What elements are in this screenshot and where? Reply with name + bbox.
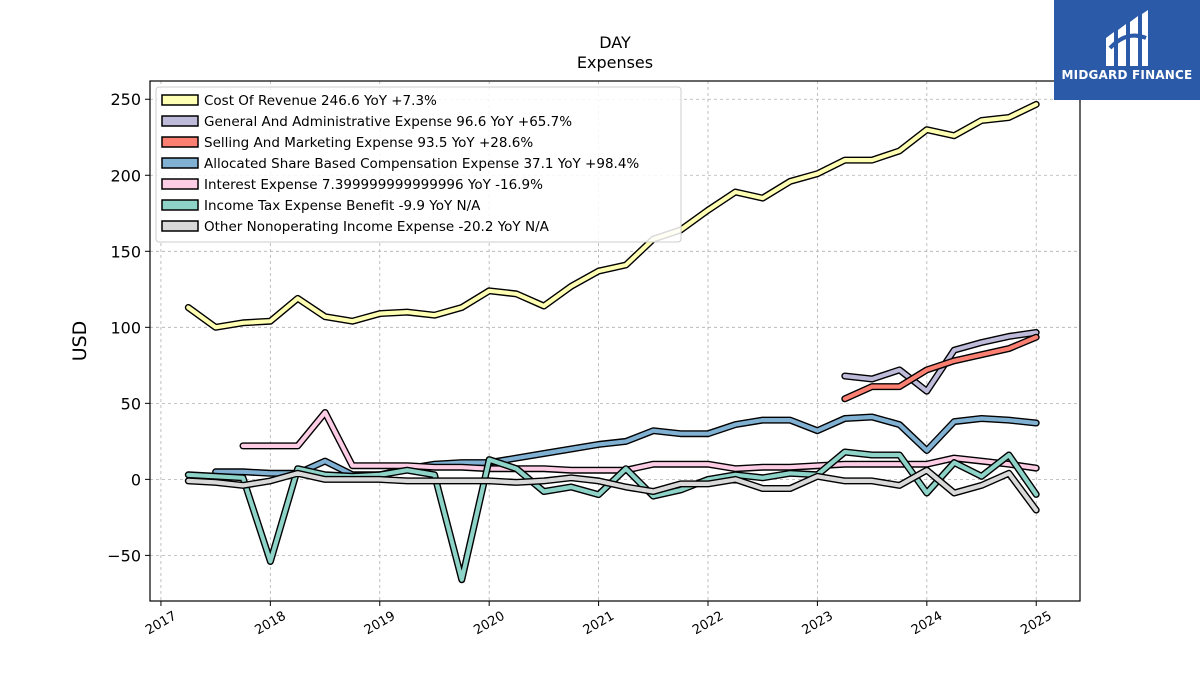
series-line-0 bbox=[186, 102, 1039, 330]
legend-box bbox=[155, 86, 682, 243]
series-lines bbox=[184, 100, 1040, 584]
legend-label: Allocated Share Based Compensation Expen… bbox=[204, 156, 639, 172]
x-tick-label: 2018 bbox=[253, 609, 289, 639]
grid bbox=[150, 81, 1080, 601]
x-tick-label: 2017 bbox=[143, 609, 179, 639]
y-tick-label: 50 bbox=[121, 394, 141, 413]
legend-label: General And Administrative Expense 96.6 … bbox=[204, 114, 572, 130]
legend-swatch bbox=[161, 136, 199, 148]
series-line-1 bbox=[842, 330, 1039, 394]
series-line-2 bbox=[842, 335, 1039, 401]
plot-area-frame bbox=[149, 80, 1081, 602]
y-tick-label: −50 bbox=[107, 546, 141, 565]
x-tick-label: 2020 bbox=[471, 609, 507, 639]
y-tick-label: 200 bbox=[110, 166, 141, 185]
legend: Cost Of Revenue 246.6 YoY +7.3% General A… bbox=[155, 86, 682, 243]
legend-swatch bbox=[161, 199, 199, 211]
brand-name: MIDGARD FINANCE bbox=[1061, 68, 1193, 82]
x-tick-label: 2022 bbox=[690, 609, 726, 639]
x-tick-label: 2023 bbox=[800, 609, 836, 639]
series-line-6 bbox=[186, 468, 1039, 513]
series-outline-2 bbox=[841, 333, 1040, 403]
legend-label: Income Tax Expense Benefit -9.9 YoY N/A bbox=[204, 198, 481, 214]
y-tick-label: 0 bbox=[131, 470, 141, 489]
legend-swatch bbox=[161, 94, 199, 106]
chart-title: DAY bbox=[599, 33, 631, 52]
y-tick-label: 100 bbox=[110, 318, 141, 337]
legend-swatch bbox=[161, 178, 199, 190]
y-tick-label: 150 bbox=[110, 242, 141, 261]
legend-label: Selling And Marketing Expense 93.5 YoY +… bbox=[204, 135, 533, 151]
chart-subtitle: Expenses bbox=[577, 53, 653, 72]
y-axis-label: USD bbox=[69, 321, 91, 362]
legend-label: Cost Of Revenue 246.6 YoY +7.3% bbox=[204, 93, 437, 109]
x-tick-label: 2019 bbox=[362, 609, 398, 639]
legend-swatch bbox=[161, 115, 199, 127]
midgard-logo-icon bbox=[1106, 10, 1148, 66]
legend-swatch bbox=[161, 157, 199, 169]
brand-logo: MIDGARD FINANCE bbox=[1054, 0, 1200, 100]
x-tick-label: 2024 bbox=[909, 609, 945, 639]
x-tick-label: 2025 bbox=[1018, 609, 1054, 639]
y-tick-label: 250 bbox=[110, 90, 141, 109]
x-tick-label: 2021 bbox=[581, 609, 617, 639]
legend-label: Other Nonoperating Income Expense -20.2 … bbox=[204, 219, 550, 235]
legend-swatch bbox=[161, 220, 199, 232]
legend-label: Interest Expense 7.399999999999996 YoY -… bbox=[204, 177, 543, 193]
